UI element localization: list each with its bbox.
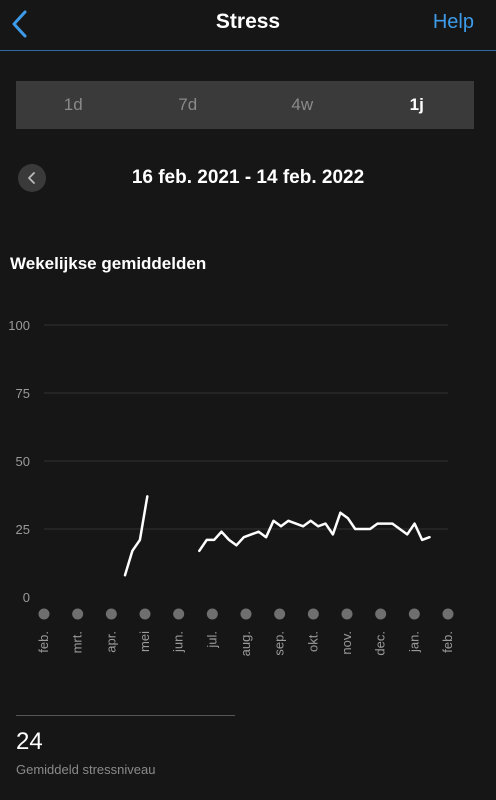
period-segmented-control: 1d 7d 4w 1j: [16, 81, 474, 129]
tab-7d[interactable]: 7d: [178, 95, 198, 114]
page-title: Stress: [215, 10, 281, 33]
y-tick-label: 75: [16, 386, 30, 401]
y-tick-label: 50: [16, 454, 30, 469]
average-stress-value: 24: [16, 728, 43, 755]
stress-chart: 0 25 50 75 100 feb. mrt. apr. mei jun. jul. aug. se…: [8, 318, 455, 656]
x-tick-dot: [341, 608, 353, 620]
x-tick-label: jan.: [406, 631, 421, 653]
chevron-left-icon: [28, 172, 35, 184]
tab-1j[interactable]: 1j: [409, 95, 424, 114]
x-tick-label: dec.: [373, 631, 388, 656]
x-tick-label: mrt.: [70, 631, 85, 653]
x-tick-dot: [442, 608, 454, 620]
x-tick-label: aug.: [238, 631, 253, 656]
x-tick-label: sep.: [272, 631, 287, 656]
section-title: Wekelijkse gemiddelden: [10, 254, 207, 273]
x-tick-dot: [408, 608, 420, 620]
x-tick-dot: [274, 608, 286, 620]
x-tick-label: jun.: [171, 631, 186, 653]
previous-period-button[interactable]: [18, 164, 46, 192]
x-tick-label: feb.: [440, 631, 455, 653]
x-tick-dot: [38, 608, 50, 620]
x-tick-label: jul.: [204, 631, 219, 649]
x-tick-dot: [173, 608, 185, 620]
x-tick-dot: [375, 608, 387, 620]
x-tick-label: nov.: [339, 631, 354, 655]
series-line: [198, 511, 431, 553]
x-tick-dot: [139, 608, 151, 620]
series-line: [123, 495, 149, 577]
average-stress-label: Gemiddeld stressniveau: [16, 762, 156, 777]
summary-divider: [16, 715, 235, 716]
y-tick-label: 100: [8, 318, 30, 333]
chevron-left-icon: [12, 10, 27, 38]
date-range: 16 feb. 2021 - 14 feb. 2022: [131, 167, 365, 188]
nav-bar: Stress Help: [0, 0, 496, 51]
tab-1d[interactable]: 1d: [63, 95, 83, 114]
date-range-row: 16 feb. 2021 - 14 feb. 2022: [0, 160, 496, 196]
tab-4w[interactable]: 4w: [291, 95, 314, 114]
y-tick-label: 25: [16, 522, 30, 537]
x-tick-label: mei: [137, 631, 152, 652]
x-tick-dot: [240, 608, 252, 620]
x-tick-dot: [307, 608, 319, 620]
y-tick-label: 0: [23, 590, 30, 605]
x-tick-label: feb.: [36, 631, 51, 653]
back-button[interactable]: [2, 6, 38, 42]
help-link[interactable]: Help: [432, 11, 474, 33]
x-tick-dot: [206, 608, 218, 620]
x-tick-label: okt.: [305, 631, 320, 652]
x-tick-label: apr.: [103, 631, 118, 653]
x-tick-dot: [105, 608, 117, 620]
x-tick-dot: [72, 608, 84, 620]
